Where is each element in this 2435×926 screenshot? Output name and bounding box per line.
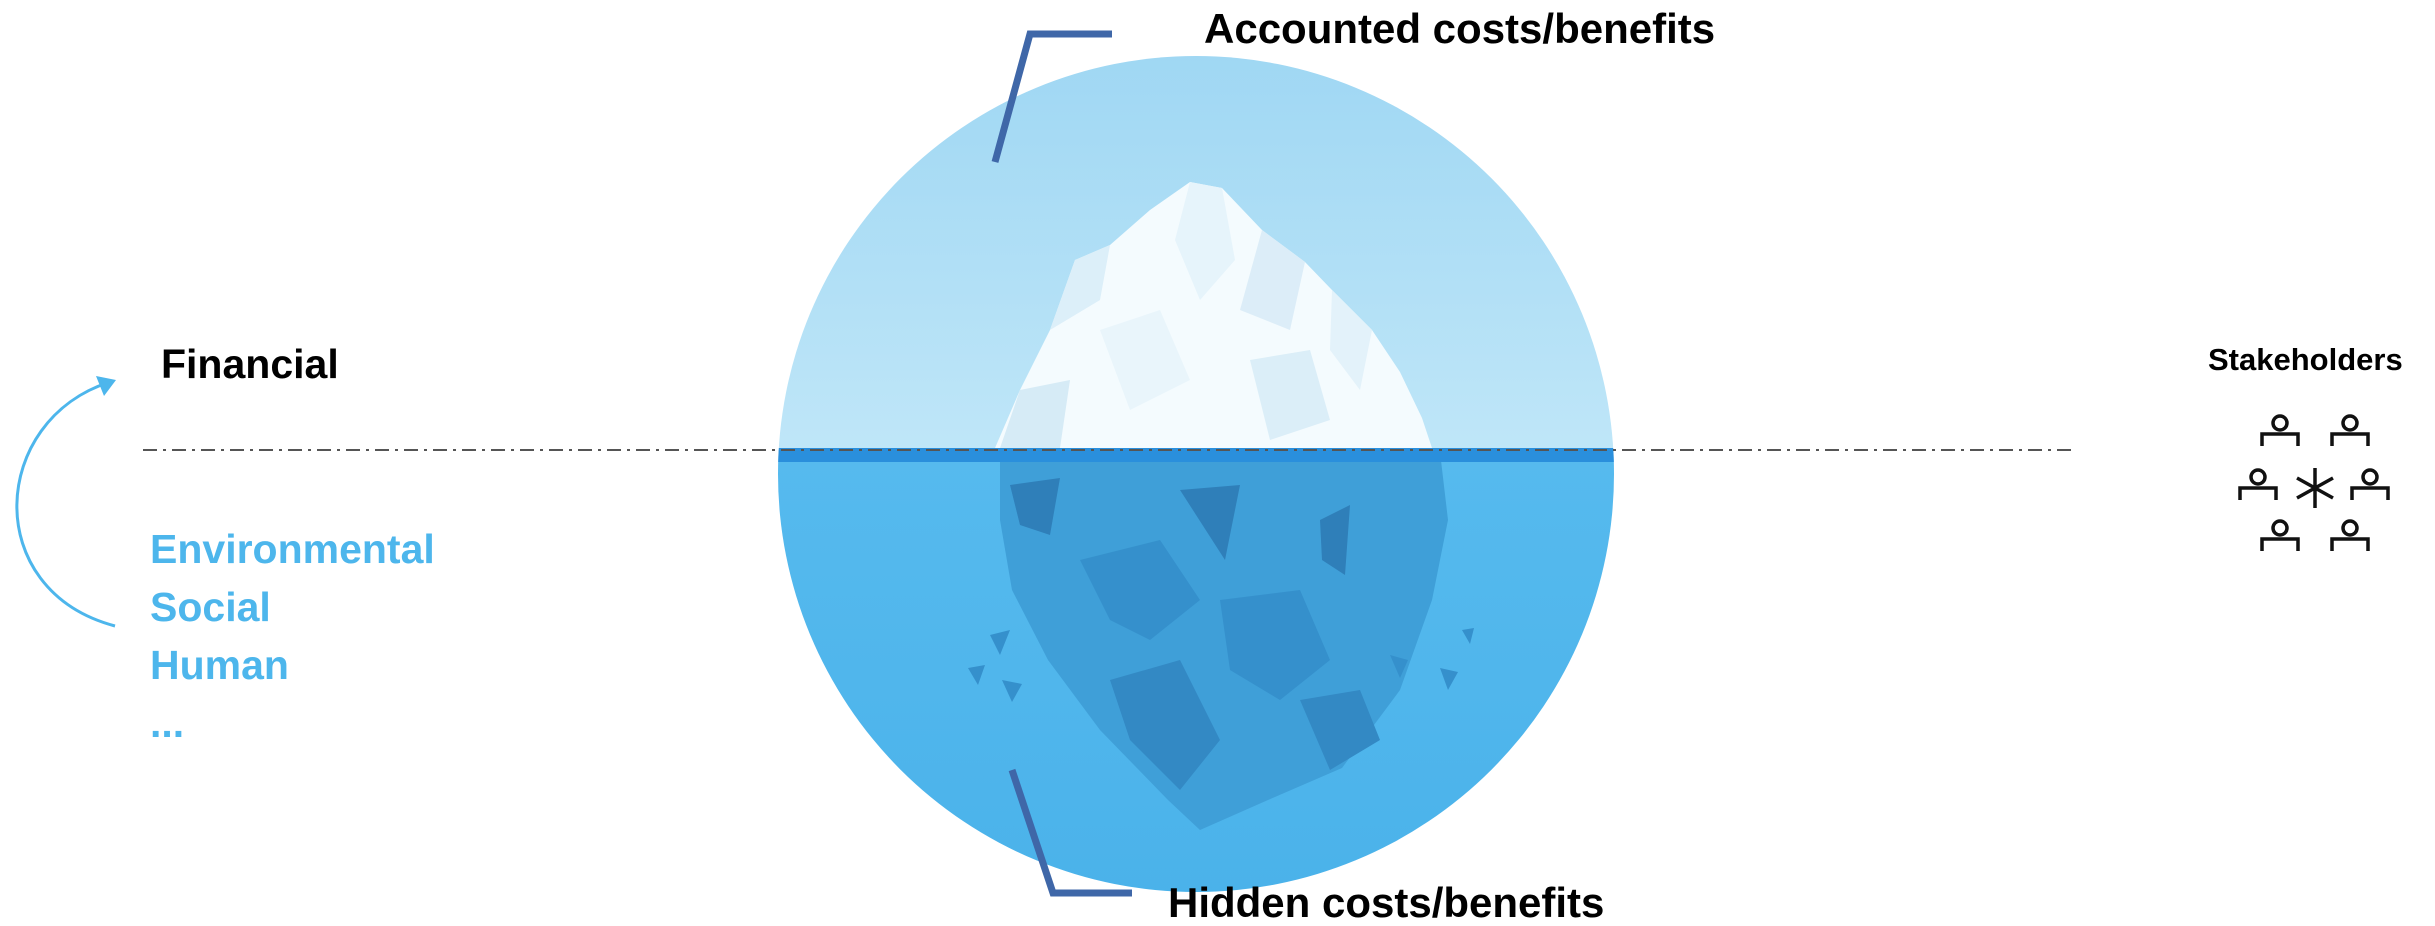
hidden-costs-label: Hidden costs/benefits xyxy=(1168,879,1605,926)
waterline-band xyxy=(778,448,1614,462)
curved-arrow xyxy=(15,376,116,628)
list-item: ... xyxy=(150,700,185,746)
stakeholders-network-icon xyxy=(2238,414,2390,551)
iceberg-circle xyxy=(778,56,1614,892)
financial-label: Financial xyxy=(161,341,339,387)
iceberg-tip xyxy=(995,182,1432,448)
stakeholders-title: Stakeholders xyxy=(2208,342,2403,377)
hidden-capitals-list: Environmental Social Human ... xyxy=(150,520,435,752)
top-callout-line xyxy=(991,30,1112,163)
iceberg-underwater xyxy=(968,452,1474,830)
list-item: Human xyxy=(150,642,289,688)
list-item: Environmental xyxy=(150,526,435,572)
bottom-callout-line xyxy=(1008,768,1132,897)
accounted-costs-label: Accounted costs/benefits xyxy=(1204,5,1716,52)
list-item: Social xyxy=(150,584,271,630)
